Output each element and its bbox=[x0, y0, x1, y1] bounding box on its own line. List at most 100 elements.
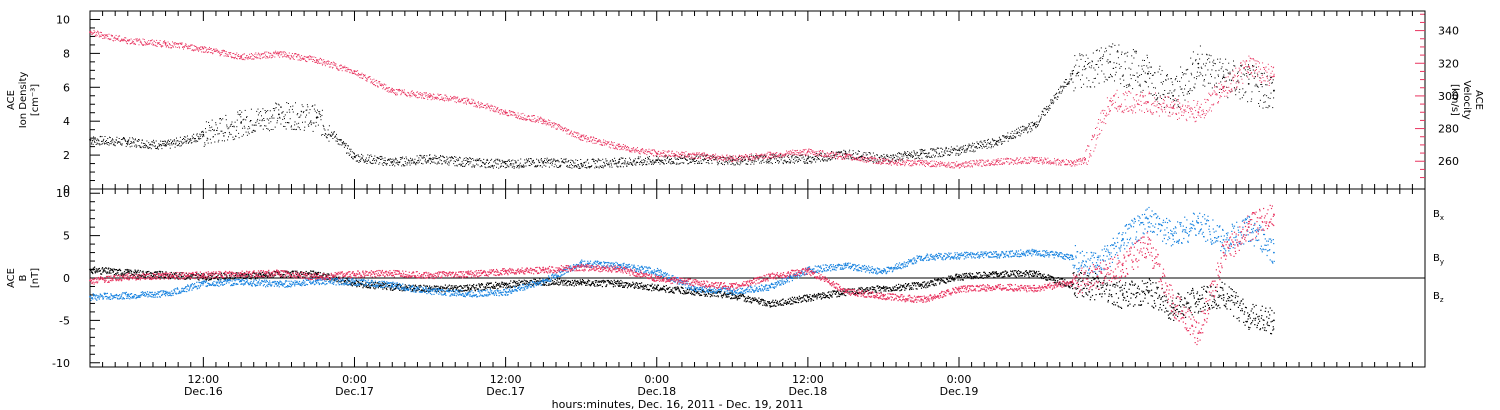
velocity-point bbox=[505, 113, 507, 115]
density-point bbox=[466, 158, 468, 159]
velocity-point bbox=[432, 98, 434, 100]
velocity-point bbox=[230, 55, 232, 57]
density-point bbox=[1222, 78, 1223, 80]
velocity-point bbox=[133, 39, 135, 41]
density-point bbox=[1083, 66, 1085, 68]
density-point bbox=[1126, 86, 1128, 88]
velocity-point bbox=[511, 111, 513, 113]
velocity-point bbox=[495, 106, 497, 108]
density-point bbox=[384, 157, 386, 159]
density-point bbox=[1123, 79, 1125, 81]
density-point bbox=[218, 139, 220, 141]
density-point bbox=[1174, 89, 1176, 91]
velocity-point bbox=[179, 47, 180, 49]
velocity-point bbox=[501, 109, 503, 111]
density-point bbox=[1130, 68, 1132, 70]
density-point bbox=[1091, 60, 1093, 62]
density-point bbox=[1247, 69, 1249, 71]
velocity-point bbox=[1039, 159, 1041, 161]
density-point bbox=[518, 167, 520, 169]
velocity-point bbox=[413, 92, 415, 93]
velocity-point bbox=[834, 155, 836, 157]
density-point bbox=[606, 160, 608, 162]
velocity-point bbox=[884, 160, 886, 162]
density-point bbox=[354, 156, 356, 158]
density-point bbox=[569, 164, 571, 166]
velocity-point bbox=[115, 37, 117, 39]
density-point bbox=[1111, 76, 1113, 78]
density-point bbox=[1132, 49, 1134, 51]
velocity-point bbox=[400, 94, 402, 96]
velocity-point bbox=[205, 51, 206, 53]
density-point bbox=[856, 157, 858, 159]
velocity-point bbox=[712, 154, 713, 156]
velocity-point bbox=[419, 93, 421, 95]
velocity-point bbox=[957, 164, 959, 166]
density-point bbox=[1108, 76, 1110, 78]
velocity-point bbox=[494, 111, 496, 113]
density-point bbox=[109, 136, 110, 138]
velocity-point bbox=[595, 142, 597, 144]
velocity-point bbox=[481, 103, 483, 105]
velocity-point bbox=[1050, 161, 1052, 163]
velocity-point bbox=[980, 165, 982, 167]
velocity-point bbox=[790, 153, 792, 155]
velocity-point bbox=[246, 55, 248, 56]
density-point bbox=[777, 160, 779, 162]
velocity-point bbox=[204, 47, 206, 49]
density-point bbox=[733, 164, 735, 166]
velocity-point bbox=[585, 135, 587, 137]
velocity-point bbox=[146, 43, 147, 45]
density-point bbox=[249, 121, 251, 123]
velocity-point bbox=[280, 51, 281, 53]
density-point bbox=[780, 159, 782, 161]
density-point bbox=[1006, 137, 1007, 139]
velocity-point bbox=[1042, 161, 1044, 163]
density-point bbox=[775, 154, 777, 156]
velocity-point bbox=[797, 149, 798, 151]
velocity-point bbox=[961, 165, 963, 167]
density-point bbox=[483, 158, 485, 160]
velocity-point bbox=[492, 110, 494, 112]
density-point bbox=[1254, 85, 1256, 87]
velocity-point bbox=[232, 53, 234, 54]
velocity-point bbox=[852, 158, 854, 160]
velocity-point bbox=[998, 162, 1000, 163]
density-point bbox=[814, 158, 816, 160]
density-point bbox=[858, 157, 860, 159]
velocity-point bbox=[813, 152, 815, 154]
density-point bbox=[361, 153, 363, 155]
density-point bbox=[152, 141, 154, 143]
velocity-point bbox=[561, 127, 563, 129]
velocity-point bbox=[1016, 157, 1018, 159]
velocity-point bbox=[141, 43, 143, 45]
density-point bbox=[747, 160, 749, 162]
density-point bbox=[638, 158, 640, 160]
density-point bbox=[380, 155, 382, 157]
density-point bbox=[1000, 141, 1002, 143]
velocity-point bbox=[191, 49, 193, 51]
velocity-point bbox=[392, 92, 394, 94]
velocity-point bbox=[534, 121, 536, 123]
density-point bbox=[423, 157, 425, 158]
density-point bbox=[1197, 53, 1199, 55]
density-point bbox=[899, 157, 901, 159]
density-point bbox=[1125, 52, 1127, 54]
velocity-point bbox=[1039, 157, 1040, 159]
velocity-point bbox=[679, 155, 681, 157]
velocity-point bbox=[926, 162, 928, 164]
velocity-point bbox=[340, 64, 342, 66]
velocity-point bbox=[809, 149, 811, 150]
velocity-point bbox=[423, 97, 425, 99]
density-point bbox=[873, 161, 875, 163]
velocity-point bbox=[366, 80, 368, 82]
density-point bbox=[94, 137, 96, 139]
velocity-point bbox=[870, 157, 872, 159]
density-point bbox=[1171, 81, 1173, 83]
density-point bbox=[1028, 124, 1030, 126]
velocity-point bbox=[390, 92, 392, 93]
density-point bbox=[1169, 112, 1171, 114]
velocity-point bbox=[384, 83, 385, 85]
density-data-point bbox=[278, 113, 280, 116]
density-point bbox=[392, 163, 394, 165]
